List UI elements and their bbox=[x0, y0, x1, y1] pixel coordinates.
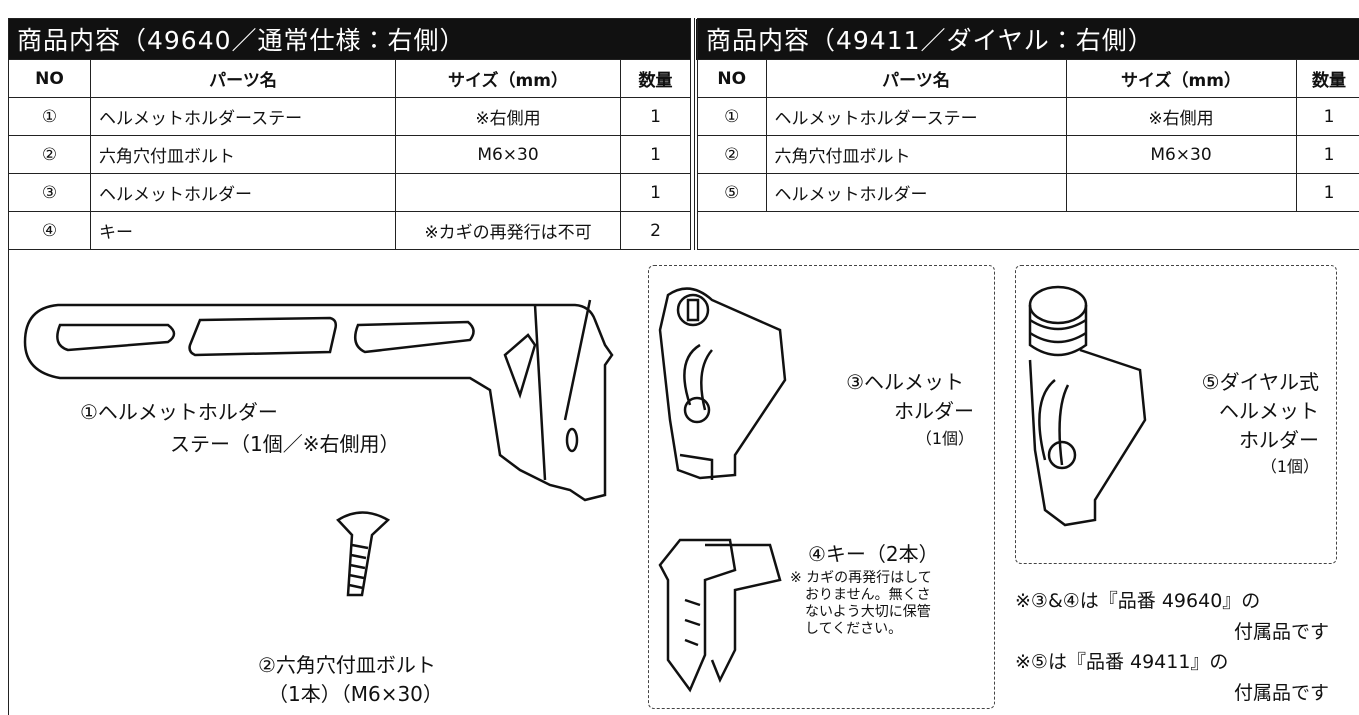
empty bbox=[696, 211, 1359, 250]
size: ※右側用 bbox=[1065, 97, 1297, 136]
header-row: NO パーツ名 サイズ（mm） 数量 bbox=[8, 59, 692, 98]
caption: ヘルメット bbox=[1219, 399, 1319, 423]
no: ② bbox=[8, 135, 91, 174]
caption: ホルダー bbox=[1239, 428, 1319, 452]
no: ③ bbox=[8, 173, 91, 212]
part-name: キー bbox=[90, 211, 396, 250]
qty: 1 bbox=[619, 135, 692, 174]
no: ① bbox=[8, 97, 91, 136]
row: ① ヘルメットホルダーステー ※右側用 1 bbox=[695, 97, 1359, 136]
no: ⑤ bbox=[695, 173, 767, 212]
dial-box bbox=[1015, 265, 1337, 564]
table-title: 商品内容（49640／通常仕様：右側） bbox=[7, 18, 692, 60]
empty-row bbox=[696, 211, 1359, 250]
note-line: ないよう大切に保管 bbox=[805, 604, 931, 620]
qty: 1 bbox=[1295, 173, 1359, 212]
caption: ④キー（2本） bbox=[808, 542, 939, 566]
note: ※⑤は『品番 49411』の bbox=[1015, 651, 1229, 673]
qty: 1 bbox=[619, 173, 692, 212]
table-title: 商品内容（49411／ダイヤル：右側） bbox=[695, 18, 1359, 60]
holder-key-box bbox=[648, 265, 995, 709]
row: ④ キー ※カギの再発行は不可 2 bbox=[8, 211, 692, 250]
stay-drawing bbox=[23, 299, 614, 502]
caption: ②六角穴付皿ボルト bbox=[258, 653, 436, 677]
caption: （1個） bbox=[1260, 457, 1319, 476]
title-row: 商品内容（49640／通常仕様：右側） bbox=[7, 18, 692, 60]
no: ④ bbox=[8, 211, 91, 250]
frame-left bbox=[8, 250, 9, 715]
caption: （1本）（M6×30） bbox=[268, 682, 443, 706]
note: ※③&④は『品番 49640』の bbox=[1015, 590, 1261, 612]
note-line: おりません。無くさ bbox=[805, 587, 931, 603]
column-header: 数量 bbox=[619, 59, 692, 98]
size: ※カギの再発行は不可 bbox=[395, 211, 621, 250]
title-row: 商品内容（49411／ダイヤル：右側） bbox=[695, 18, 1359, 60]
row: ① ヘルメットホルダーステー ※右側用 1 bbox=[8, 97, 692, 136]
caption: ⑤ダイヤル式 bbox=[1201, 370, 1319, 394]
note-line: してください。 bbox=[805, 621, 903, 637]
caption: ①ヘルメットホルダー bbox=[80, 400, 278, 424]
column-header: パーツ名 bbox=[90, 59, 396, 98]
caption: （1個） bbox=[915, 429, 974, 448]
note: 付属品です bbox=[1233, 682, 1329, 704]
caption: ③ヘルメット bbox=[846, 370, 964, 394]
qty: 2 bbox=[619, 211, 692, 250]
part-name: ヘルメットホルダーステー bbox=[90, 97, 396, 136]
part-name: 六角穴付皿ボルト bbox=[90, 135, 396, 174]
row: ② 六角穴付皿ボルト M6×30 1 bbox=[8, 135, 692, 174]
qty: 1 bbox=[1295, 97, 1359, 136]
key-note: ※ カギの再発行はして おりません。無くさ ないよう大切に保管 してください。 bbox=[790, 570, 932, 638]
part-name: ヘルメットホルダー bbox=[765, 173, 1067, 212]
bolt-drawing bbox=[336, 511, 391, 597]
right-table: 商品内容（49411／ダイヤル：右側） NO パーツ名 サイズ（mm） 数量 ① ヘルメット… bbox=[694, 18, 1359, 250]
holder-drawing bbox=[658, 287, 787, 480]
left-table: 商品内容（49640／通常仕様：右側） NO パーツ名 サイズ（mm） 数量 ① ヘルメット… bbox=[7, 18, 692, 250]
column-header: 数量 bbox=[1295, 59, 1359, 98]
row: ③ ヘルメットホルダー 1 bbox=[8, 173, 692, 212]
size: M6×30 bbox=[395, 135, 621, 174]
caption: ホルダー bbox=[894, 399, 974, 423]
note-line: ※ カギの再発行はして bbox=[790, 570, 932, 586]
note: 付属品です bbox=[1233, 621, 1329, 643]
column-header: サイズ（mm） bbox=[1065, 59, 1297, 98]
dial-drawing bbox=[1028, 285, 1147, 527]
size bbox=[395, 173, 621, 212]
part-name: ヘルメットホルダー bbox=[90, 173, 396, 212]
part-name: ヘルメットホルダーステー bbox=[765, 97, 1067, 136]
key-drawing bbox=[658, 538, 782, 693]
header-row: NO パーツ名 サイズ（mm） 数量 bbox=[695, 59, 1359, 98]
qty: 1 bbox=[619, 97, 692, 136]
caption: ステー（1個／※右側用） bbox=[170, 432, 400, 456]
